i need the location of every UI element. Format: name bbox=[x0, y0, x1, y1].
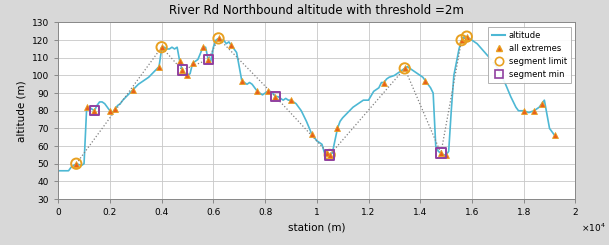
Point bbox=[253, 89, 262, 93]
Point bbox=[157, 45, 166, 49]
Title: River Rd Northbound altitude with threshold =2m: River Rd Northbound altitude with thresh… bbox=[169, 4, 464, 17]
Point bbox=[457, 38, 466, 42]
X-axis label: station (m): station (m) bbox=[288, 223, 345, 233]
Point bbox=[325, 153, 334, 157]
Point bbox=[379, 81, 389, 85]
Point bbox=[436, 151, 446, 155]
Point bbox=[462, 35, 471, 38]
Point bbox=[105, 109, 114, 113]
Point bbox=[286, 98, 296, 102]
Y-axis label: altitude (m): altitude (m) bbox=[16, 80, 26, 142]
Point bbox=[322, 151, 332, 155]
Point bbox=[188, 61, 197, 65]
Point bbox=[325, 153, 334, 157]
Point bbox=[457, 38, 466, 42]
Point bbox=[270, 95, 280, 98]
Point bbox=[90, 109, 99, 113]
Point bbox=[154, 65, 164, 69]
Point bbox=[537, 102, 547, 106]
Point bbox=[203, 58, 213, 61]
Point bbox=[550, 134, 560, 137]
Point bbox=[110, 107, 120, 111]
Point bbox=[82, 105, 91, 109]
Point bbox=[71, 162, 81, 166]
Point bbox=[175, 59, 185, 63]
Point bbox=[214, 37, 224, 40]
Point bbox=[262, 89, 272, 93]
Point bbox=[90, 109, 99, 113]
Point bbox=[400, 66, 410, 70]
Point bbox=[177, 68, 187, 72]
Point bbox=[421, 79, 431, 83]
Point bbox=[71, 162, 81, 166]
Point bbox=[307, 132, 317, 136]
Point bbox=[333, 126, 342, 130]
Point bbox=[270, 95, 280, 98]
Point bbox=[529, 109, 539, 113]
Point bbox=[325, 153, 334, 157]
Point bbox=[198, 45, 208, 49]
Point bbox=[400, 66, 410, 70]
Point bbox=[214, 37, 224, 40]
Point bbox=[183, 74, 192, 77]
Point bbox=[157, 45, 166, 49]
Point bbox=[227, 43, 236, 47]
Point bbox=[436, 151, 446, 155]
Point bbox=[177, 68, 187, 72]
Point bbox=[128, 88, 138, 92]
Point bbox=[237, 79, 247, 83]
Point bbox=[519, 109, 529, 113]
Text: $\times10^4$: $\times10^4$ bbox=[580, 222, 605, 234]
Legend: altitude, all extremes, segment limit, segment min: altitude, all extremes, segment limit, s… bbox=[488, 27, 571, 84]
Point bbox=[441, 153, 451, 157]
Point bbox=[462, 35, 471, 38]
Point bbox=[203, 58, 213, 61]
